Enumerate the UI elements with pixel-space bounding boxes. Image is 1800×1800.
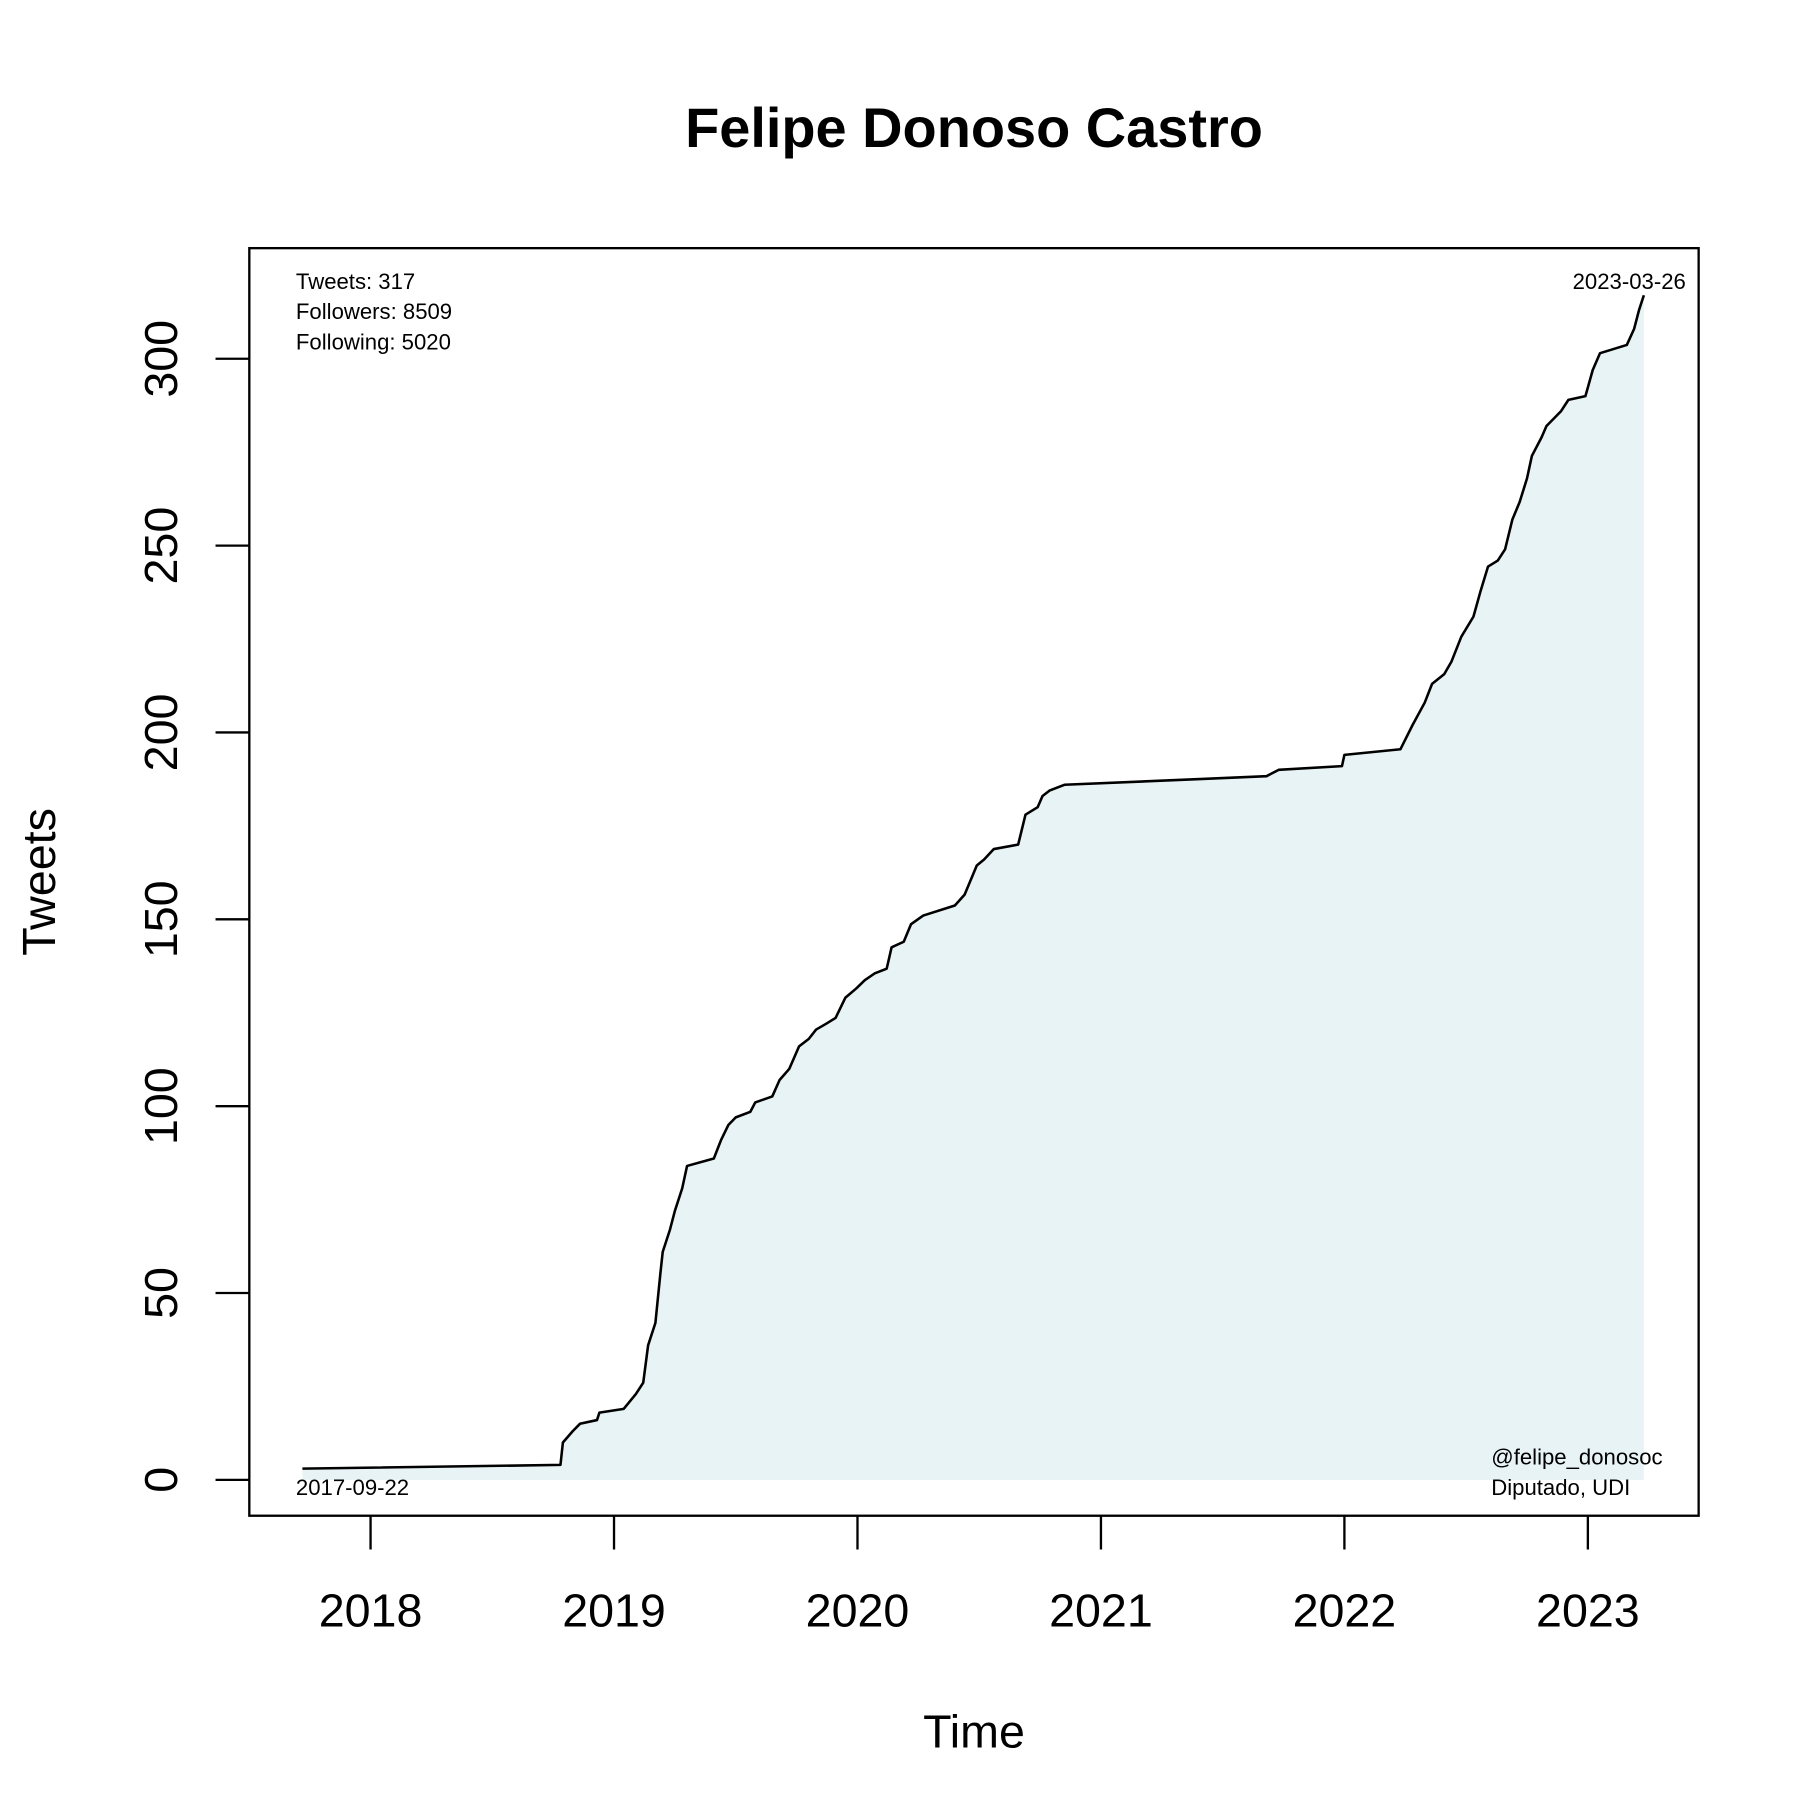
x-tick-label: 2020: [806, 1584, 910, 1636]
x-tick-label: 2021: [1049, 1584, 1153, 1636]
y-axis-label: Tweets: [13, 808, 65, 956]
y-tick-label: 200: [135, 694, 187, 772]
y-tick-label: 150: [135, 880, 187, 958]
line: [302, 294, 1646, 1470]
x-tick-label: 2019: [562, 1584, 666, 1636]
y-tick-label: 0: [135, 1467, 187, 1493]
stat-label: Followers: 8509: [296, 299, 452, 324]
y-tick-label: 100: [135, 1067, 187, 1145]
stat-label: Following: 5020: [296, 330, 451, 355]
role: Diputado, UDI: [1491, 1475, 1630, 1500]
handle: @felipe_donosoc: [1491, 1444, 1662, 1469]
x-tick-label: 2022: [1293, 1584, 1397, 1636]
area-fill: [302, 295, 1644, 1480]
plot-frame: [248, 246, 1700, 1517]
stat-label: Tweets: 317: [296, 269, 415, 294]
y-tick-label: 250: [135, 507, 187, 585]
start-date: 2017-09-22: [296, 1475, 409, 1500]
x-axis-label: Time: [923, 1706, 1025, 1758]
end-date: 2023-03-26: [1573, 269, 1686, 294]
x-tick-label: 2018: [319, 1584, 423, 1636]
y-tick-label: 50: [135, 1267, 187, 1319]
x-tick-label: 2023: [1536, 1584, 1640, 1636]
chart-title: Felipe Donoso Castro: [685, 96, 1263, 159]
y-tick-label: 300: [135, 320, 187, 398]
